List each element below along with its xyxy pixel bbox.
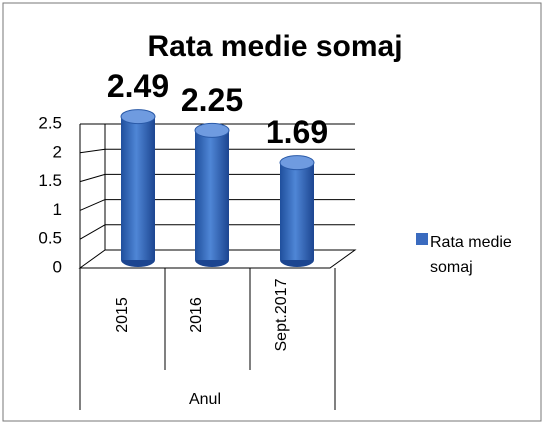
x-tick-label: 2015	[114, 297, 131, 333]
grid-line	[79, 199, 106, 211]
bar	[195, 130, 229, 260]
bar-cap	[279, 155, 315, 171]
chart-title: Rata medie somaj	[147, 30, 402, 63]
y-tick-label: 1.5	[38, 171, 62, 190]
chart-border	[2, 2, 542, 422]
bar	[121, 116, 155, 261]
x-tick-label: 2016	[188, 297, 205, 333]
y-tick-label: 0.5	[38, 229, 62, 248]
floor	[78, 249, 357, 269]
bar-cap	[194, 122, 230, 138]
x-axis-label: Anul	[189, 391, 221, 408]
grid-line	[79, 224, 106, 240]
grid-line	[79, 173, 106, 183]
y-tick-label: 2.5	[38, 113, 62, 132]
bar	[280, 162, 314, 260]
legend-label: Rata medie somaj	[430, 234, 512, 276]
x-tick-label: Sept.2017	[273, 278, 290, 351]
bar-cap	[120, 109, 156, 125]
data-label: 2.49	[107, 68, 169, 104]
grid-line	[79, 148, 106, 154]
legend-swatch	[416, 233, 428, 245]
y-tick-label: 0	[53, 257, 62, 276]
data-label: 2.25	[181, 82, 243, 118]
data-label: 1.69	[266, 114, 328, 150]
y-tick-label: 1	[53, 200, 62, 219]
y-tick-label: 2	[53, 142, 62, 161]
